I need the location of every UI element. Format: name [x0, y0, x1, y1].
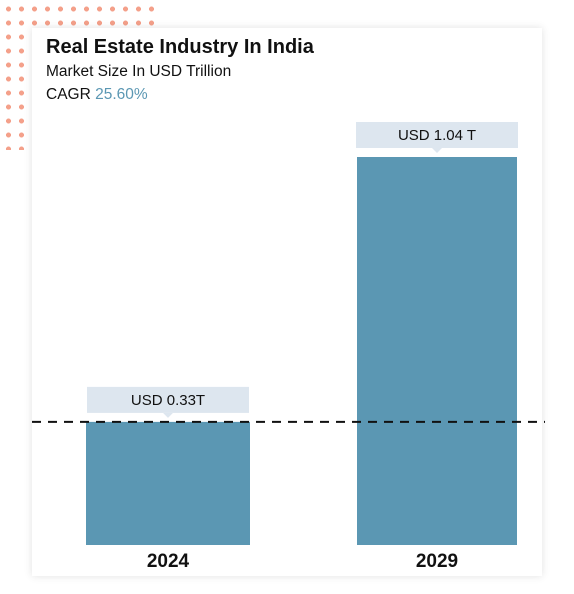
x-tick-label-2024: 2024	[147, 551, 190, 572]
chart-title: Real Estate Industry In India	[46, 36, 314, 58]
cagr-value: 25.60%	[95, 86, 148, 103]
data-label-box-2029	[356, 122, 518, 148]
data-label-box-2024	[87, 386, 249, 413]
cagr-line: CAGR 25.60%	[46, 86, 148, 104]
x-tick-label-2029: 2029	[416, 551, 458, 572]
data-label-2029: USD 1.04 T	[398, 127, 476, 144]
bar-2024	[86, 421, 250, 545]
data-label-2024: USD 0.33T	[131, 392, 205, 409]
bar-2029	[357, 157, 517, 545]
data-label-pointer-2029	[432, 148, 442, 153]
data-label-pointer-2024	[163, 412, 173, 418]
cagr-label: CAGR	[46, 86, 91, 103]
chart-subtitle: Market Size In USD Trillion	[46, 63, 232, 80]
